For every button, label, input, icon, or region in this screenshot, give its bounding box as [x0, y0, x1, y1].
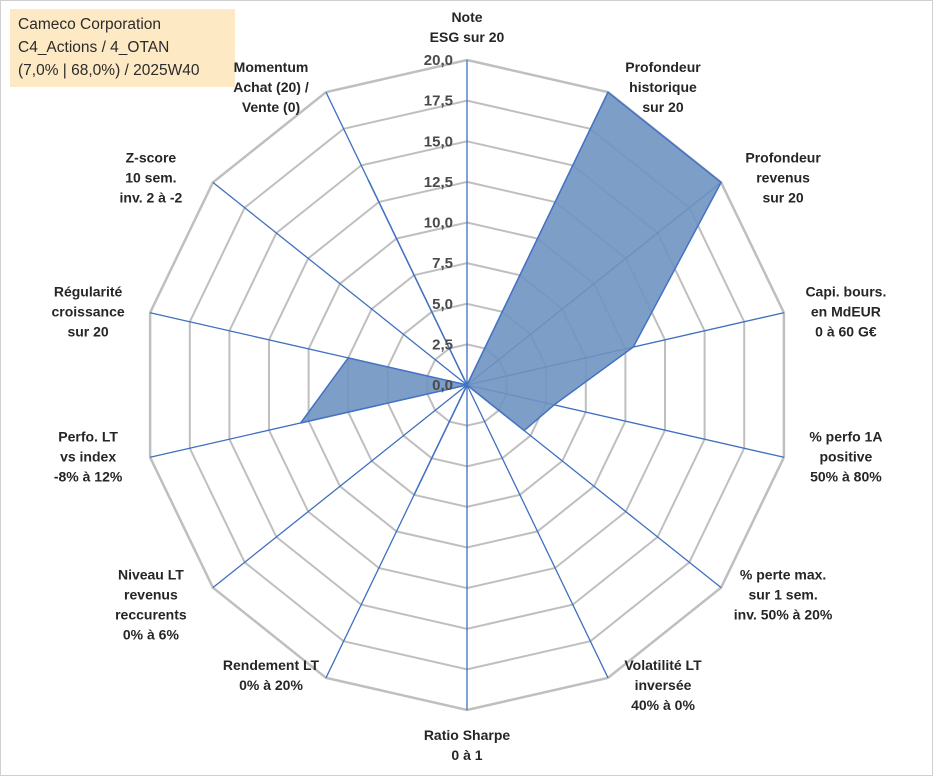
axis-label-13: Momentum — [234, 59, 309, 75]
axis-label-9: Niveau LT — [118, 567, 184, 583]
axis-label-10: vs index — [60, 448, 116, 464]
axis-label-2: revenus — [756, 169, 810, 185]
axis-label-9: 0% à 6% — [123, 627, 180, 643]
tick-label: 10,0 — [424, 215, 453, 232]
axis-label-0: Note — [451, 9, 482, 25]
radar-series — [299, 91, 722, 496]
axis-label-4: % perfo 1A — [809, 428, 882, 444]
axis-label-7: Ratio Sharpe — [424, 727, 511, 743]
tick-label: 20,0 — [424, 52, 453, 69]
axis-label-5: % perte max. — [740, 567, 826, 583]
axis-label-1: historique — [629, 79, 697, 95]
info-company: Cameco Corporation — [18, 16, 162, 33]
axis-label-10: Perfo. LT — [58, 428, 118, 444]
axis-label-4: positive — [819, 448, 872, 464]
tick-label: 15,0 — [424, 133, 453, 150]
axis-label-3: Capi. bours. — [805, 284, 886, 300]
series-area — [299, 91, 722, 496]
axis-label-11: croissance — [52, 304, 125, 320]
axis-label-2: Profondeur — [745, 149, 821, 165]
tick-label: 12,5 — [424, 174, 453, 191]
axis-label-11: sur 20 — [67, 324, 108, 340]
axis-label-8: 0% à 20% — [239, 677, 303, 693]
axis-label-2: sur 20 — [762, 189, 803, 205]
axis-spoke-6 — [466, 384, 609, 679]
axis-label-6: inversée — [635, 677, 692, 693]
radar-tick-labels: 0,0 2,5 5,0 7,5 10,0 12,5 15,0 17,5 20,0 — [424, 52, 453, 394]
axis-label-1: Profondeur — [625, 59, 701, 75]
axis-label-11: Régularité — [54, 284, 123, 300]
axis-label-6: Volatilité LT — [624, 657, 702, 673]
axis-label-12: inv. 2 à -2 — [120, 189, 183, 205]
axis-label-12: Z-score — [126, 149, 177, 165]
info-box: Cameco Corporation C4_Actions / 4_OTAN (… — [10, 9, 235, 87]
info-period: (7,0% | 68,0%) / 2025W40 — [18, 62, 200, 79]
axis-label-0: ESG sur 20 — [430, 29, 505, 45]
axis-label-3: 0 à 60 G€ — [815, 324, 877, 340]
axis-label-8: Rendement LT — [223, 657, 320, 673]
axis-spoke-9 — [212, 384, 468, 589]
axis-label-13: Achat (20) / — [233, 79, 309, 95]
axis-label-3: en MdEUR — [811, 304, 881, 320]
axis-label-12: 10 sem. — [125, 169, 176, 185]
axis-label-6: 40% à 0% — [631, 697, 695, 713]
axis-label-4: 50% à 80% — [810, 468, 882, 484]
axis-label-5: sur 1 sem. — [748, 587, 817, 603]
axis-label-1: sur 20 — [642, 99, 683, 115]
tick-label: 0,0 — [432, 377, 453, 394]
axis-label-9: revenus — [124, 587, 178, 603]
axis-label-13: Vente (0) — [242, 99, 300, 115]
info-category: C4_Actions / 4_OTAN — [18, 39, 170, 56]
axis-spoke-12 — [212, 181, 468, 386]
axis-label-7: 0 à 1 — [451, 747, 482, 763]
axis-label-5: inv. 50% à 20% — [734, 607, 833, 623]
tick-label: 5,0 — [432, 296, 453, 313]
tick-label: 2,5 — [432, 336, 453, 353]
axis-label-9: reccurents — [115, 607, 187, 623]
tick-label: 7,5 — [432, 255, 453, 272]
tick-label: 17,5 — [424, 93, 453, 110]
axis-label-10: -8% à 12% — [54, 468, 123, 484]
radar-axis-labels: Note ESG sur 20 Profondeur historique sur 20… — [52, 9, 887, 763]
